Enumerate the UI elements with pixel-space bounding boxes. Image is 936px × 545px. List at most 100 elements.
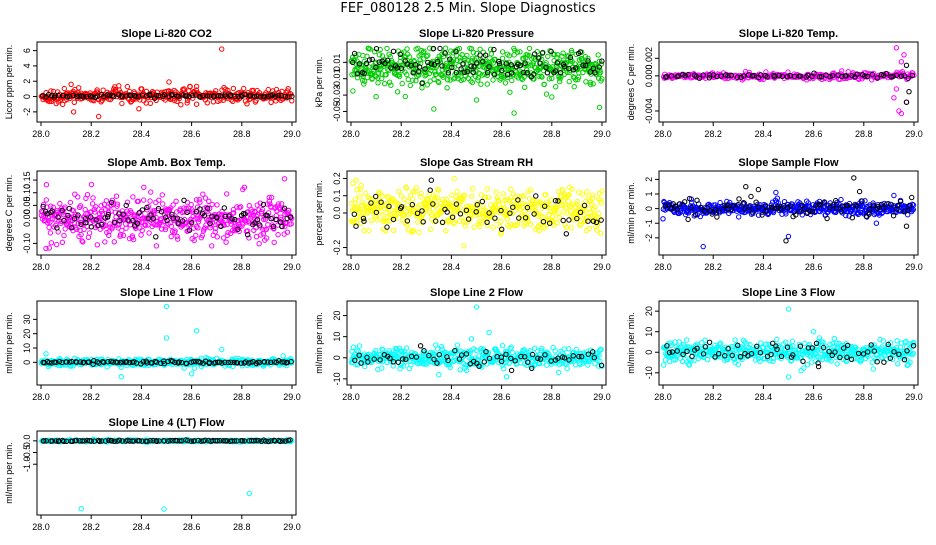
x-tick-label: 28.2	[392, 392, 410, 402]
y-tick-label: 0	[22, 360, 32, 365]
data-point-all	[471, 187, 475, 191]
outlier-point-all	[786, 234, 790, 238]
x-tick-label: 28.8	[233, 129, 251, 139]
outlier-point-selected	[904, 63, 908, 67]
data-point-all	[455, 189, 459, 193]
data-point-selected	[182, 198, 186, 202]
outlier-point-all	[661, 217, 665, 221]
data-point-all	[692, 359, 696, 363]
y-tick-label: 0.0	[332, 207, 342, 220]
y-tick-label: 0	[644, 350, 654, 355]
data-point-selected	[222, 206, 226, 210]
y-tick-label: 10	[332, 332, 342, 342]
outlier-point-all	[899, 60, 903, 64]
data-point-selected	[564, 232, 568, 236]
outlier-point-selected	[744, 185, 748, 189]
y-tick-label: 0.15	[22, 171, 32, 189]
data-point-all	[546, 54, 550, 58]
data-point-all	[470, 194, 474, 198]
data-point-all	[161, 202, 165, 206]
data-point-all	[358, 194, 362, 198]
x-tick-label: 28.4	[133, 262, 151, 272]
data-point-all	[211, 100, 215, 104]
outlier-point-all	[164, 304, 168, 308]
data-point-all	[362, 228, 366, 232]
data-point-all	[835, 362, 839, 366]
data-point-all	[572, 85, 576, 89]
data-point-selected	[352, 212, 356, 216]
outlier-point-selected	[852, 176, 856, 180]
y-tick-label: 0	[644, 206, 654, 211]
outlier-point-all	[897, 109, 901, 113]
y-tick-label: 6	[22, 48, 32, 53]
outlier-point-all	[374, 95, 378, 99]
data-point-all	[77, 86, 81, 90]
data-point-all	[485, 187, 489, 191]
data-point-all	[91, 196, 95, 200]
data-point-all	[279, 202, 283, 206]
data-point-all	[154, 244, 158, 248]
x-tick-label: 28.4	[755, 392, 773, 402]
outlier-point-selected	[784, 239, 788, 243]
data-point-all	[550, 95, 554, 99]
outlier-point-all	[874, 221, 878, 225]
outlier-point-all	[892, 96, 896, 100]
outlier-point-all	[774, 190, 778, 194]
data-point-all	[391, 228, 395, 232]
data-point-all	[125, 84, 129, 88]
data-point-all	[737, 215, 741, 219]
data-point-selected	[438, 46, 442, 50]
data-point-all	[508, 187, 512, 191]
y-tick-label: -0.10	[22, 233, 32, 254]
plot-title: Slope Amb. Box Temp.	[107, 157, 226, 169]
data-point-all	[733, 338, 737, 342]
data-point-all	[60, 240, 64, 244]
data-point-all	[759, 341, 763, 345]
x-tick-label: 29.0	[905, 129, 923, 139]
data-point-all	[802, 366, 806, 370]
x-tick-label: 28.6	[493, 392, 511, 402]
data-point-all	[455, 343, 459, 347]
data-point-all	[403, 94, 407, 98]
points-pressure	[349, 46, 604, 115]
data-point-all	[86, 235, 90, 239]
points-co2	[39, 47, 294, 119]
data-point-all	[242, 86, 246, 90]
data-point-all	[790, 339, 794, 343]
x-tick-label: 28.8	[543, 262, 561, 272]
y-axis-label: ml/min per min.	[626, 312, 636, 374]
outlier-point-all	[432, 107, 436, 111]
x-tick-label: 28.6	[805, 129, 823, 139]
y-tick-label: -2	[644, 234, 654, 242]
y-axis-label: degrees C per min.	[626, 44, 636, 121]
data-point-all	[687, 363, 691, 367]
outlier-point-all	[97, 114, 101, 118]
outlier-point-all	[220, 47, 224, 51]
outlier-point-all	[71, 110, 75, 114]
data-point-all	[142, 185, 146, 189]
plot-frame	[659, 42, 918, 122]
data-point-all	[410, 197, 414, 201]
y-tick-label: 0.01	[332, 54, 342, 72]
outlier-point-all	[474, 98, 478, 102]
data-point-all	[491, 78, 495, 82]
data-point-all	[225, 192, 229, 196]
data-point-all	[680, 359, 684, 363]
plot-frame	[347, 301, 606, 385]
data-point-selected	[428, 188, 432, 192]
points-temp	[661, 46, 916, 116]
data-point-selected	[749, 194, 753, 198]
data-point-all	[55, 242, 59, 246]
data-point-all	[44, 183, 48, 187]
data-point-selected	[485, 220, 489, 224]
points-line2	[349, 305, 604, 379]
x-tick-label: 29.0	[283, 392, 301, 402]
x-tick-label: 29.0	[283, 262, 301, 272]
x-tick-label: 28.2	[704, 262, 722, 272]
data-point-selected	[737, 197, 741, 201]
outlier-point-all	[474, 305, 478, 309]
data-point-all	[76, 195, 80, 199]
